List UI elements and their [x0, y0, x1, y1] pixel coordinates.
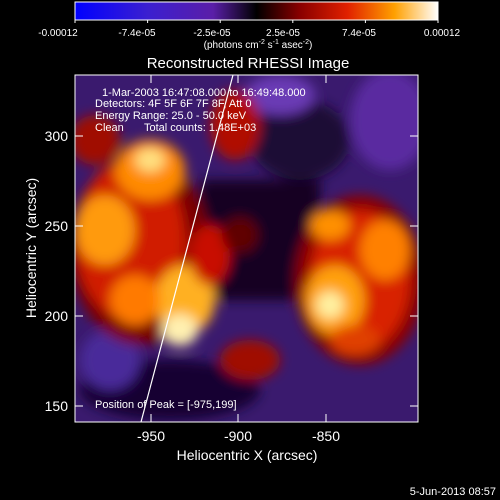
annotation-clean: Clean [95, 122, 124, 134]
plot-frame [74, 74, 419, 423]
annotation-detectors: Detectors: 4F 5F 6F 7F 8F, Att 0 [95, 98, 252, 110]
colorbar-tick-label: -2.5e-05 [193, 28, 231, 39]
y-tick-label: 300 [45, 128, 69, 144]
y-tick-label: 250 [45, 218, 69, 234]
annotation-time: 1-Mar-2003 16:47:08.000 to 16:49:48.000 [102, 87, 306, 99]
heatmap-image [75, 75, 418, 422]
annotation-energy: Energy Range: 25.0 - 50.0 keV [95, 110, 247, 122]
annotation-peak: Position of Peak = [-975,199] [95, 399, 237, 411]
x-tick-label: -900 [224, 428, 252, 444]
colorbar-tick-label: 7.4e-05 [342, 28, 376, 39]
footer-date: 5-Jun-2013 08:57 [410, 486, 496, 498]
y-tick-label: 200 [45, 308, 69, 324]
x-axis-label: Heliocentric X (arcsec) [177, 447, 318, 463]
colorbar-tick-label: -7.4e-05 [118, 28, 156, 39]
axis-ticks [75, 75, 418, 422]
colorbar-ticks [74, 20, 439, 23]
chart-title: Reconstructed RHESSI Image [147, 55, 350, 72]
x-tick-label: -950 [137, 428, 165, 444]
x-tick-label: -850 [312, 428, 340, 444]
annotation-counts: Total counts: 1.48E+03 [144, 122, 256, 134]
y-axis-label: Heliocentric Y (arcsec) [23, 178, 39, 318]
colorbar-tick-label: 2.5e-05 [266, 28, 300, 39]
colorbar-tick-label: 0.00012 [424, 28, 461, 39]
solar-limb-line [140, 75, 234, 422]
colorbar-tick-label: -0.00012 [38, 28, 78, 39]
colorbar-unit: (photons cm-2 s-1 asec-2) [204, 39, 313, 51]
colorbar [74, 1, 439, 21]
y-tick-label: 150 [45, 398, 69, 414]
